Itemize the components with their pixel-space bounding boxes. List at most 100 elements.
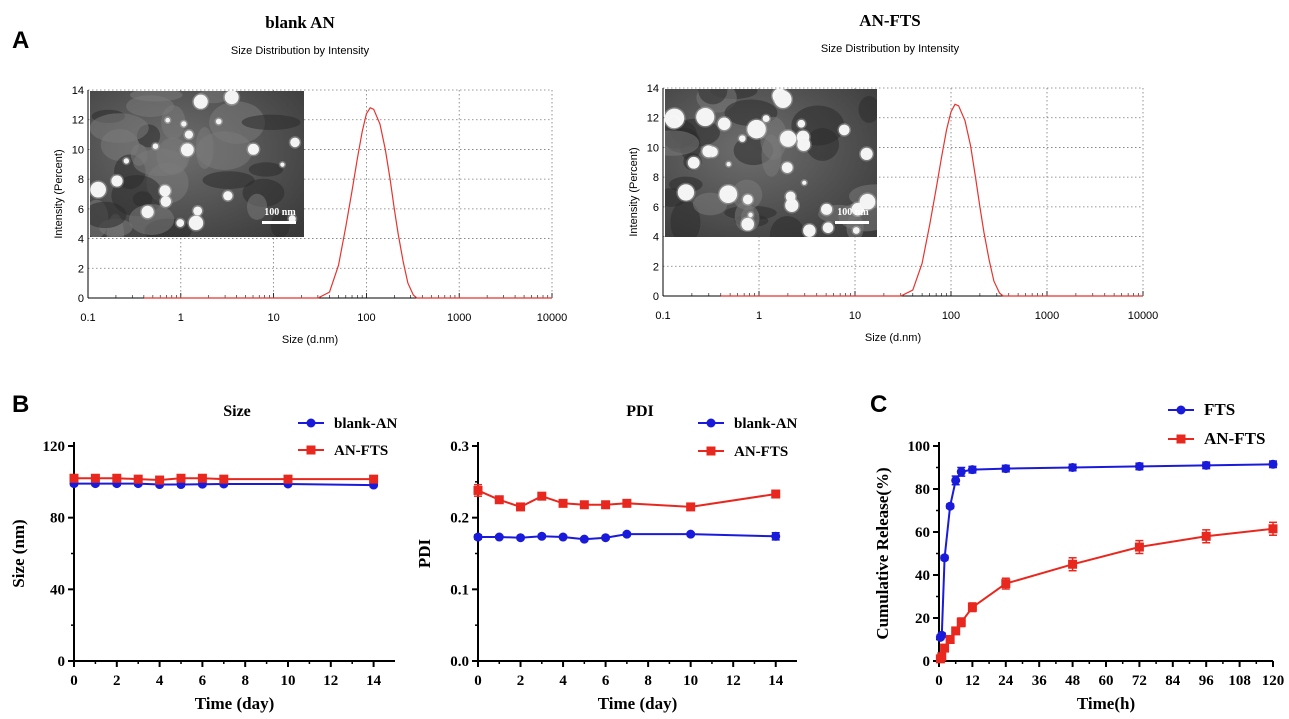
tem-particle bbox=[739, 135, 746, 142]
x-tick-label: 100 bbox=[942, 310, 960, 322]
tem-particle bbox=[193, 94, 208, 109]
x-tick-label: 48 bbox=[1065, 673, 1080, 689]
data-point bbox=[90, 473, 100, 483]
tem-particle bbox=[111, 175, 123, 187]
data-point bbox=[579, 534, 589, 544]
x-tick-label: 1000 bbox=[1035, 310, 1059, 322]
series-line bbox=[939, 527, 1274, 660]
chart-subtitle: Size Distribution by Intensity bbox=[821, 43, 960, 55]
data-point bbox=[622, 529, 632, 539]
tem-particle bbox=[180, 143, 194, 157]
x-tick-label: 100 bbox=[357, 312, 375, 324]
scale-bar bbox=[262, 221, 296, 224]
series-line bbox=[939, 463, 1274, 638]
series-an-fts bbox=[473, 483, 781, 512]
series-line bbox=[478, 533, 776, 541]
tem-particle bbox=[742, 194, 753, 205]
tem-particle bbox=[785, 198, 799, 212]
data-point bbox=[1201, 531, 1211, 541]
chart-title: blank AN bbox=[265, 13, 335, 32]
x-tick-label: 4 bbox=[156, 673, 164, 689]
x-tick-label: 12 bbox=[726, 673, 741, 689]
tem-texture bbox=[196, 131, 253, 171]
data-point bbox=[956, 617, 966, 627]
series-fts bbox=[935, 459, 1278, 642]
data-point bbox=[937, 630, 947, 640]
tem-texture bbox=[858, 95, 877, 123]
tem-particle bbox=[123, 158, 130, 164]
panel-label-c: C bbox=[870, 391, 887, 418]
x-tick-label: 6 bbox=[602, 673, 610, 689]
data-point bbox=[369, 474, 379, 484]
series-line bbox=[74, 477, 374, 482]
data-point bbox=[937, 652, 947, 662]
data-point bbox=[133, 474, 143, 484]
y-tick-label: 0 bbox=[923, 654, 931, 670]
data-point bbox=[537, 531, 547, 541]
tem-inset-image: 100 nm bbox=[90, 91, 304, 237]
y-tick-label: 14 bbox=[647, 83, 659, 95]
tem-texture bbox=[270, 212, 290, 237]
y-tick-label: 0.1 bbox=[450, 582, 469, 598]
chart-title: AN-FTS bbox=[859, 11, 920, 30]
data-point bbox=[1134, 542, 1144, 552]
tem-particle bbox=[184, 130, 194, 139]
x-tick-label: 120 bbox=[1262, 673, 1285, 689]
data-point bbox=[1134, 461, 1144, 471]
data-point bbox=[473, 485, 483, 495]
y-tick-label: 12 bbox=[72, 115, 84, 127]
data-point bbox=[1068, 559, 1078, 569]
data-point bbox=[579, 500, 589, 510]
legend-label: FTS bbox=[1204, 400, 1235, 419]
tem-particle bbox=[860, 147, 873, 160]
tem-particle bbox=[797, 137, 811, 152]
tem-particle bbox=[159, 185, 171, 197]
legend-label: AN-FTS bbox=[1204, 429, 1265, 448]
data-point bbox=[1201, 460, 1211, 470]
tem-particle bbox=[820, 203, 833, 215]
tem-texture bbox=[692, 192, 728, 216]
x-tick-label: 10 bbox=[849, 310, 861, 322]
y-tick-label: 80 bbox=[915, 482, 930, 498]
y-tick-label: 0 bbox=[58, 654, 66, 670]
x-axis-label: Size (d.nm) bbox=[865, 332, 921, 344]
chart-title: PDI bbox=[626, 403, 654, 420]
y-axis-label: Intensity (Percent) bbox=[628, 147, 640, 236]
legend-item-blank-an: blank-AN bbox=[298, 416, 398, 432]
data-point bbox=[1001, 579, 1011, 589]
data-point bbox=[69, 473, 79, 483]
data-point bbox=[601, 533, 611, 543]
x-tick-label: 10 bbox=[281, 673, 296, 689]
data-point bbox=[771, 489, 781, 499]
x-tick-label: 10000 bbox=[1128, 310, 1159, 322]
series-line bbox=[74, 482, 374, 487]
legend-label: AN-FTS bbox=[734, 444, 788, 460]
data-point bbox=[494, 495, 504, 505]
tem-particle bbox=[288, 215, 296, 223]
legend-marker bbox=[306, 418, 316, 428]
tem-particle bbox=[838, 124, 850, 136]
y-tick-label: 0 bbox=[653, 291, 659, 303]
tem-texture bbox=[248, 162, 284, 177]
y-tick-label: 4 bbox=[78, 234, 84, 246]
tem-texture bbox=[769, 215, 805, 237]
x-tick-label: 10 bbox=[683, 673, 698, 689]
x-tick-label: 8 bbox=[644, 673, 652, 689]
data-point bbox=[219, 474, 229, 484]
tem-particle bbox=[280, 162, 285, 167]
x-tick-label: 0 bbox=[935, 673, 943, 689]
tem-particle bbox=[181, 121, 187, 127]
tem-particle bbox=[802, 180, 807, 185]
x-tick-label: 2 bbox=[113, 673, 121, 689]
data-point bbox=[112, 473, 122, 483]
tem-particle bbox=[747, 119, 766, 139]
data-point bbox=[601, 500, 611, 510]
series-line bbox=[477, 489, 776, 508]
y-tick-label: 4 bbox=[653, 232, 659, 244]
tem-particle bbox=[152, 143, 159, 149]
tem-texture bbox=[670, 200, 701, 237]
x-tick-label: 24 bbox=[998, 673, 1014, 689]
panel-label-a: A bbox=[12, 27, 29, 54]
x-tick-label: 10 bbox=[267, 312, 279, 324]
data-point bbox=[537, 491, 547, 501]
